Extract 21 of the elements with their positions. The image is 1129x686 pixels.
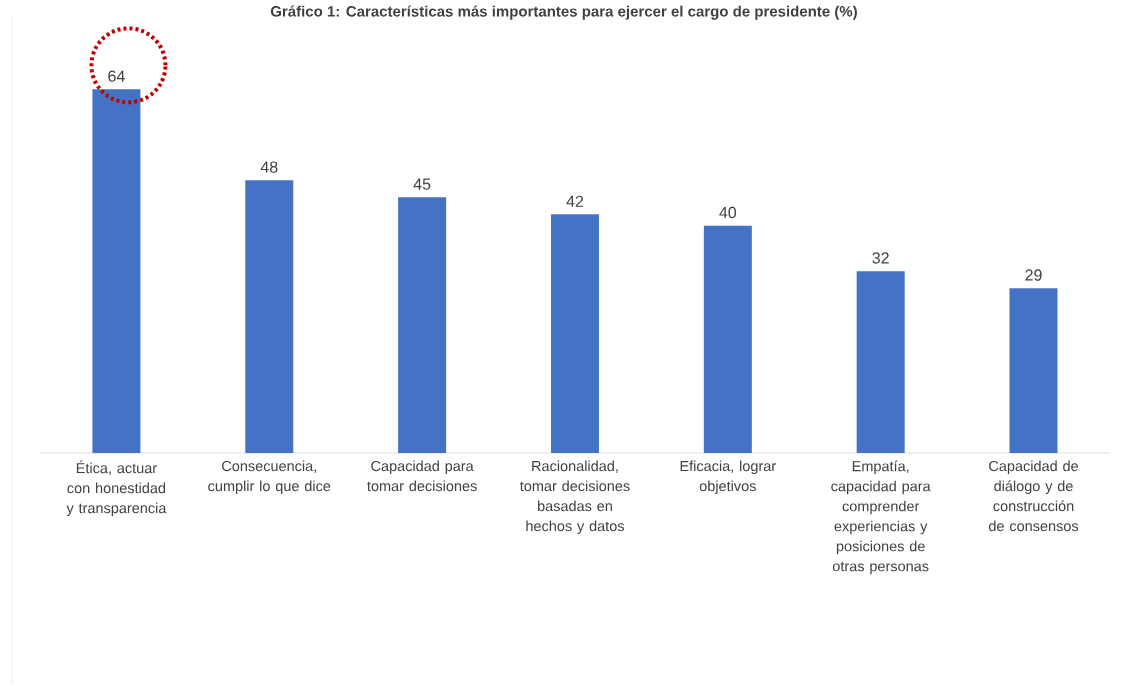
data-label: 32 bbox=[872, 252, 889, 264]
bar bbox=[245, 180, 294, 453]
data-label: 29 bbox=[1025, 269, 1042, 281]
x-tick-label: Capacidad de diálogo y de construcción de consensos bbox=[988, 460, 1079, 532]
data-label: 45 bbox=[413, 178, 431, 190]
bar bbox=[856, 271, 905, 453]
bar bbox=[703, 225, 752, 453]
bar bbox=[550, 214, 599, 453]
data-label: 40 bbox=[719, 206, 737, 219]
x-tick-label: Racionalidad, tomar decisiones basadas en hechos y datos bbox=[519, 460, 630, 535]
chart-title: Gráfico 1: Características más importantes para ejercer el cargo de presidente (%) bbox=[270, 5, 857, 20]
x-tick-label: Capacidad para tomar decisiones bbox=[367, 460, 477, 492]
data-label: 64 bbox=[108, 70, 125, 82]
x-tick-label: Ética, actuar con honestidad y transparencia bbox=[66, 460, 167, 517]
data-label: 42 bbox=[566, 195, 584, 207]
x-tick-label: Consecuencia, cumplir lo que dice bbox=[208, 460, 331, 495]
bar bbox=[398, 197, 447, 453]
bar bbox=[1009, 288, 1058, 453]
data-label: 48 bbox=[260, 161, 278, 173]
x-tick-label: Empatía, capacidad para comprender experiencias y posiciones de otras personas bbox=[831, 460, 931, 575]
x-tick-label: Eficacia, lograr objetivos bbox=[680, 460, 776, 495]
